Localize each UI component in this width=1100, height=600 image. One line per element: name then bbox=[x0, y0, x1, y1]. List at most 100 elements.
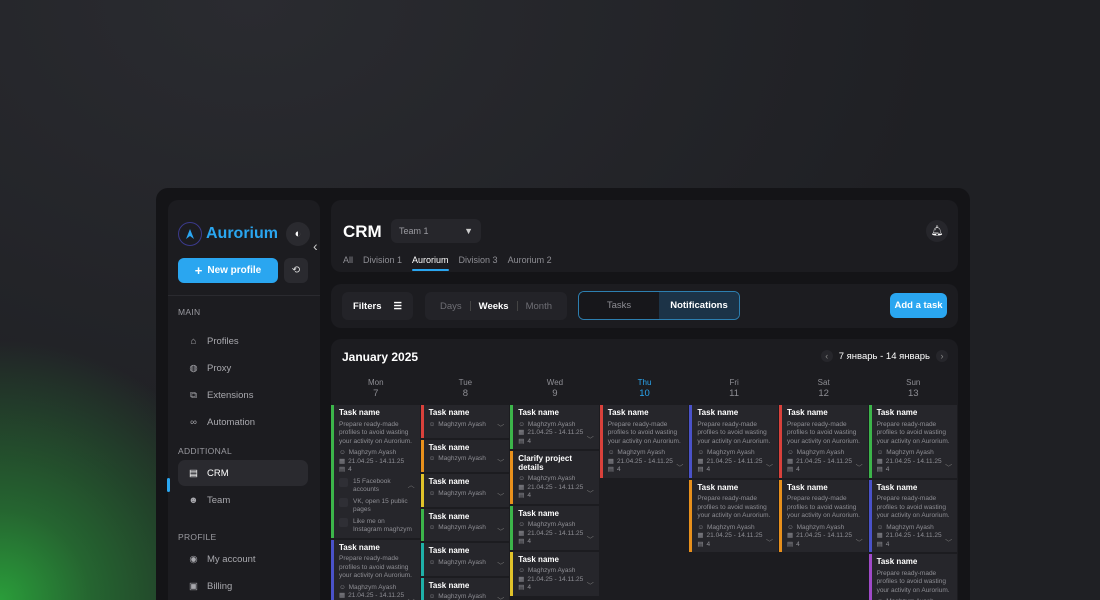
subtask-checkbox[interactable] bbox=[339, 477, 348, 487]
theme-toggle-button[interactable]: ◐ bbox=[286, 222, 310, 246]
task-count: 4 bbox=[348, 466, 352, 473]
subtask-checkbox[interactable] bbox=[339, 497, 348, 507]
collapse-sidebar-button[interactable]: ‹ bbox=[313, 238, 318, 254]
sidebar-item-team[interactable]: ☻ Team bbox=[178, 487, 308, 513]
sidebar: Aurorium ◐ + New profile ⟲ MAIN ⌂ Profiles… bbox=[167, 200, 320, 600]
segment-notifications[interactable]: Notifications bbox=[659, 292, 739, 319]
user-icon: ☺ bbox=[428, 420, 436, 428]
day-number: 8 bbox=[462, 388, 469, 399]
team-select[interactable]: Team 1 ▼ bbox=[391, 219, 481, 243]
chevron-down-icon[interactable]: ﹀ bbox=[497, 598, 504, 600]
day-name: Wed bbox=[546, 378, 564, 387]
toolbar: Filters ☰ Days Weeks Month Tasks Notifica… bbox=[331, 284, 958, 328]
task-card[interactable]: Clarify project details ☺ Maghzym Ayash ▦ 21… bbox=[510, 451, 599, 504]
notifications-button[interactable]: 🔔︎ bbox=[926, 220, 948, 242]
task-card[interactable]: Task name Prepare ready-made profiles to … bbox=[868, 554, 958, 600]
task-title: Task name bbox=[428, 477, 470, 486]
task-card[interactable]: Task name ☺ Maghzym Ayash ▦ 21.04.25 - 14.11… bbox=[510, 505, 599, 550]
chevron-down-icon[interactable]: ﹀ bbox=[497, 459, 505, 467]
chevron-down-icon[interactable]: ﹀ bbox=[855, 465, 863, 472]
tab-division-3[interactable]: Division 3 bbox=[458, 255, 498, 265]
next-week-button[interactable]: › bbox=[936, 350, 948, 362]
range-weeks[interactable]: Weeks bbox=[478, 300, 509, 312]
chevron-down-icon[interactable]: ﹀ bbox=[586, 537, 594, 544]
task-card[interactable]: Task name Prepare ready-made profiles to … bbox=[599, 405, 689, 478]
sidebar-item-my-account[interactable]: ◉ My account bbox=[178, 546, 308, 572]
sidebar-item-billing[interactable]: ▣ Billing bbox=[178, 573, 308, 599]
task-title: Task name bbox=[518, 408, 559, 417]
sidebar-item-profiles[interactable]: ⌂ Profiles bbox=[178, 328, 308, 354]
sidebar-item-proxy[interactable]: ◍ Proxy bbox=[178, 355, 308, 381]
tab-all[interactable]: All bbox=[343, 255, 354, 265]
chevron-down-icon[interactable]: ﹀ bbox=[586, 491, 594, 498]
task-card[interactable]: Task name Prepare ready-made profiles to … bbox=[689, 405, 778, 478]
tab-aurorium[interactable]: Aurorium bbox=[412, 255, 449, 271]
subtask-checkbox[interactable] bbox=[339, 517, 348, 527]
task-count: 4 bbox=[527, 492, 531, 499]
add-task-button[interactable]: Add a task bbox=[890, 293, 947, 318]
subtask-item[interactable]: Like me on Instagram maghzym bbox=[339, 517, 415, 535]
chevron-down-icon[interactable]: ﹀ bbox=[497, 528, 505, 536]
task-card[interactable]: Task name ☺Maghzym Ayash ﹀ bbox=[420, 439, 510, 472]
task-card[interactable]: Task name Prepare ready-made profiles to … bbox=[689, 479, 778, 552]
subtasks-icon: ▤ bbox=[518, 584, 525, 591]
task-card[interactable]: Task name Prepare ready-made profiles to … bbox=[331, 405, 420, 538]
task-dates: 21.04.25 - 14.11.25 bbox=[706, 457, 763, 465]
chevron-down-icon[interactable]: ﹀ bbox=[945, 465, 953, 472]
calendar-icon: ▦ bbox=[876, 457, 883, 465]
new-profile-button[interactable]: + New profile bbox=[178, 258, 278, 283]
prev-week-button[interactable]: ‹ bbox=[820, 350, 833, 362]
subtask-label: Like me on Instagram maghzym bbox=[353, 517, 412, 534]
range-month[interactable]: Month bbox=[525, 300, 552, 312]
task-card[interactable]: Task name Prepare ready-made profiles to … bbox=[778, 405, 868, 478]
sidebar-item-automation[interactable]: ∞ Automation bbox=[178, 409, 308, 435]
task-card[interactable]: Task name Prepare ready-made profiles to … bbox=[331, 539, 420, 600]
task-card[interactable]: Task name ☺Maghzym Ayash ﹀ bbox=[420, 508, 510, 541]
page-title: CRM bbox=[343, 222, 382, 241]
chevron-down-icon[interactable]: ﹀ bbox=[586, 436, 594, 444]
tab-division-1[interactable]: Division 1 bbox=[363, 255, 403, 265]
task-card[interactable]: Task name ☺Maghzym Ayash ﹀ bbox=[420, 405, 510, 438]
range-days[interactable]: Days bbox=[440, 300, 462, 312]
chevron-down-icon[interactable]: ﹀ bbox=[765, 539, 773, 547]
task-dates: 21.04.25 - 14.11.25 bbox=[706, 532, 763, 539]
history-button[interactable]: ⟲ bbox=[284, 258, 308, 283]
chevron-up-icon[interactable]: ︿ bbox=[407, 482, 415, 489]
task-assignee: Maghzym Ayash bbox=[438, 455, 486, 462]
chevron-down-icon[interactable]: ﹀ bbox=[945, 539, 953, 547]
subtasks-icon: ▤ bbox=[786, 540, 794, 548]
day-name: Tue bbox=[458, 378, 473, 387]
task-card[interactable]: Task name ☺ Maghzym Ayash ▦ 21.04.25 - 14.11… bbox=[510, 405, 599, 449]
chevron-down-icon[interactable]: ﹀ bbox=[855, 539, 863, 547]
task-card[interactable]: Task name ☺ Maghzym Ayash ▦ 21.04.25 - 14.11… bbox=[510, 551, 599, 596]
filters-button[interactable]: Filters ☰ bbox=[342, 292, 413, 320]
chevron-down-icon[interactable]: ﹀ bbox=[765, 465, 773, 472]
task-card[interactable]: Task name Prepare ready-made profiles to … bbox=[868, 479, 958, 552]
task-card[interactable]: Task name ☺Maghzym Ayash ﹀ bbox=[420, 474, 510, 507]
task-count: 4 bbox=[527, 437, 531, 445]
sidebar-item-crm[interactable]: ▤ CRM bbox=[178, 460, 308, 486]
user-icon: ☺ bbox=[428, 593, 436, 600]
chevron-down-icon[interactable]: ﹀ bbox=[586, 583, 594, 590]
divider bbox=[469, 301, 471, 311]
task-card[interactable]: Task name ☺Maghzym Ayash ﹀ bbox=[420, 543, 510, 576]
chevron-down-icon[interactable]: ﹀ bbox=[497, 425, 505, 432]
subtask-item[interactable]: VK, open 15 public pages bbox=[339, 497, 415, 515]
tab-aurorium-2[interactable]: Aurorium 2 bbox=[507, 255, 552, 265]
subtask-item[interactable]: 15 Facebook accounts bbox=[339, 477, 415, 495]
task-card[interactable]: Task name Prepare ready-made profiles to … bbox=[778, 479, 868, 552]
task-title: Task name bbox=[697, 408, 739, 417]
task-description: Prepare ready-made profiles to avoid was… bbox=[786, 495, 860, 519]
task-card[interactable]: Task name ☺Maghzym Ayash ﹀ bbox=[420, 577, 510, 600]
task-count: 4 bbox=[885, 540, 890, 548]
home-icon: ⌂ bbox=[190, 335, 197, 347]
chevron-down-icon[interactable]: ﹀ bbox=[676, 465, 684, 472]
chevron-down-icon[interactable]: ﹀ bbox=[497, 494, 505, 501]
task-title: Task name bbox=[518, 554, 559, 564]
sidebar-item-extensions[interactable]: ⧉ Extensions bbox=[178, 382, 308, 408]
nav-label: CRM bbox=[207, 467, 229, 479]
divider bbox=[516, 301, 518, 311]
chevron-down-icon[interactable]: ﹀ bbox=[497, 563, 505, 570]
task-card[interactable]: Task name Prepare ready-made profiles to … bbox=[868, 405, 958, 478]
segment-tasks[interactable]: Tasks bbox=[579, 292, 659, 319]
